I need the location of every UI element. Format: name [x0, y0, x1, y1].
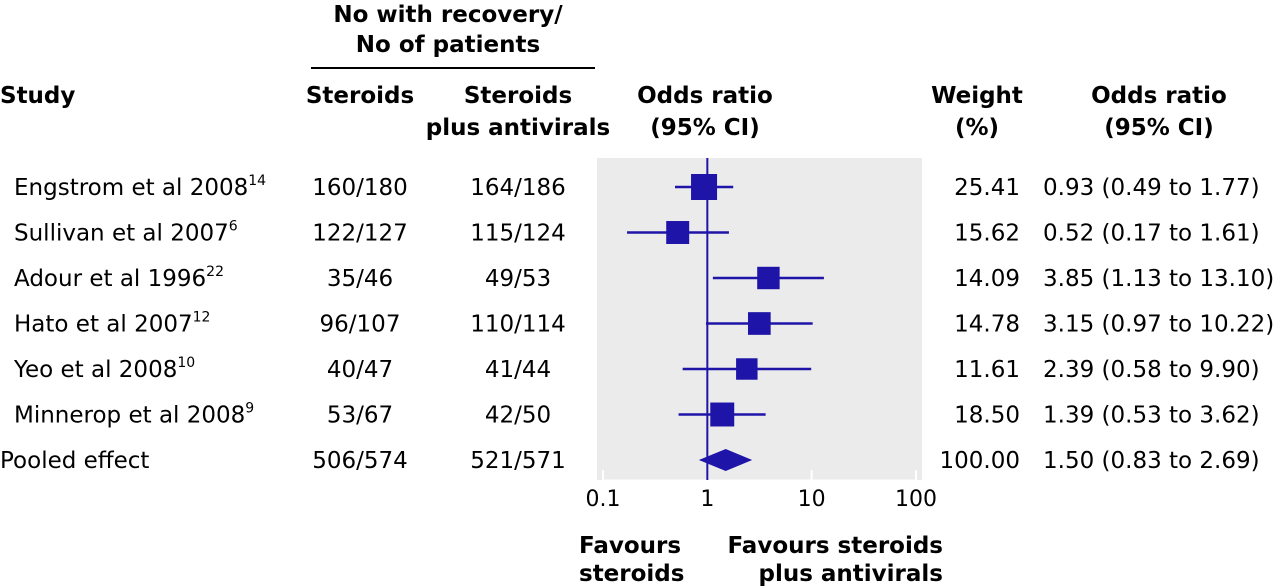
- orci-header-line2: (95% CI): [1104, 115, 1214, 141]
- combo-count: 521/571: [470, 448, 566, 474]
- weight-value: 14.09: [954, 266, 1020, 292]
- reference-superscript: 22: [206, 264, 224, 280]
- combo-count: 42/50: [485, 403, 551, 429]
- study-name-text: Minnerop et al 2008: [14, 403, 245, 429]
- pooled-label: Pooled effect: [0, 448, 149, 474]
- steroids-count: 96/107: [320, 312, 401, 338]
- odds-ratio-ci: 3.85 (1.13 to 13.10): [1043, 266, 1274, 292]
- odds-ratio-ci: 3.15 (0.97 to 10.22): [1043, 312, 1274, 338]
- reference-superscript: 9: [245, 401, 254, 417]
- odds-ratio-ci: 1.50 (0.83 to 2.69): [1043, 448, 1260, 474]
- weight-value: 18.50: [954, 403, 1020, 429]
- favours-left-line2: steroids: [579, 561, 684, 587]
- point-estimate-square: [666, 221, 690, 244]
- study-name: Sullivan et al 20076: [14, 219, 238, 247]
- group-header-line2: No of patients: [356, 32, 540, 58]
- odds-ratio-ci: 1.39 (0.53 to 3.62): [1043, 403, 1260, 429]
- odds-ratio-ci: 0.52 (0.17 to 1.61): [1043, 221, 1260, 247]
- reference-superscript: 10: [177, 355, 195, 371]
- study-name: Minnerop et al 20089: [14, 401, 254, 429]
- orci-header-line1: Odds ratio: [1091, 83, 1227, 109]
- point-estimate-square: [691, 174, 718, 200]
- study-rows: Engstrom et al 200814 160/180 164/186 25.41…: [0, 173, 1274, 474]
- x-tick-label: 1: [700, 487, 714, 512]
- x-tick-label: 100: [895, 487, 937, 512]
- study-name: Hato et al 200712: [14, 310, 210, 338]
- steroids-count: 506/574: [312, 448, 408, 474]
- weight-value: 100.00: [940, 448, 1020, 474]
- study-name-text: Sullivan et al 2007: [14, 221, 229, 247]
- combo-count: 164/186: [470, 175, 566, 201]
- steroids-count: 35/46: [327, 266, 393, 292]
- weight-header-line1: Weight: [931, 83, 1023, 109]
- study-name-text: Engstrom et al 2008: [14, 175, 248, 201]
- weight-value: 25.41: [954, 175, 1020, 201]
- x-axis: 0.1 1 10 100: [586, 470, 937, 512]
- x-tick-label: 10: [798, 487, 826, 512]
- reference-superscript: 12: [193, 310, 211, 326]
- x-tick-label: 0.1: [586, 487, 621, 512]
- combo-header-line2: plus antivirals: [426, 115, 611, 141]
- odds-ratio-ci: 0.93 (0.49 to 1.77): [1043, 175, 1260, 201]
- odds-ratio-ci: 2.39 (0.58 to 9.90): [1043, 357, 1260, 383]
- point-estimate-square: [747, 312, 771, 335]
- point-estimate-square: [736, 358, 758, 380]
- steroids-count: 122/127: [312, 221, 408, 247]
- reference-superscript: 14: [248, 173, 266, 189]
- group-header-line1: No with recovery/: [333, 2, 563, 28]
- plot-marks: [627, 158, 824, 480]
- study-name-text: Pooled effect: [0, 448, 149, 474]
- weight-value: 15.62: [954, 221, 1020, 247]
- combo-count: 41/44: [485, 357, 551, 383]
- steroids-count: 40/47: [327, 357, 393, 383]
- combo-count: 49/53: [485, 266, 551, 292]
- study-name-text: Adour et al 1996: [14, 266, 206, 292]
- steroids-count: 160/180: [312, 175, 408, 201]
- or-plot-header-line1: Odds ratio: [637, 83, 773, 109]
- study-name: Adour et al 199622: [14, 264, 224, 292]
- weight-header-line2: (%): [955, 115, 999, 141]
- steroids-count: 53/67: [327, 403, 393, 429]
- weight-value: 14.78: [954, 312, 1020, 338]
- study-header: Study: [0, 83, 75, 109]
- point-estimate-square: [710, 402, 735, 427]
- or-plot-header-line2: (95% CI): [650, 115, 760, 141]
- combo-count: 115/124: [470, 221, 566, 247]
- combo-count: 110/114: [470, 312, 566, 338]
- favours-right-line1: Favours steroids: [727, 533, 943, 559]
- favours-left-line1: Favours: [579, 533, 681, 559]
- weight-value: 11.61: [954, 357, 1020, 383]
- steroids-header: Steroids: [306, 83, 414, 109]
- pooled-diamond: [698, 449, 753, 471]
- favours-right-line2: plus antivirals: [758, 561, 943, 587]
- study-name-text: Yeo et al 2008: [13, 357, 177, 383]
- study-name: Yeo et al 200810: [13, 355, 195, 383]
- study-name: Engstrom et al 200814: [14, 173, 266, 201]
- study-name-text: Hato et al 2007: [14, 312, 193, 338]
- point-estimate-square: [757, 266, 780, 290]
- combo-header-line1: Steroids: [464, 83, 572, 109]
- reference-superscript: 6: [229, 219, 238, 235]
